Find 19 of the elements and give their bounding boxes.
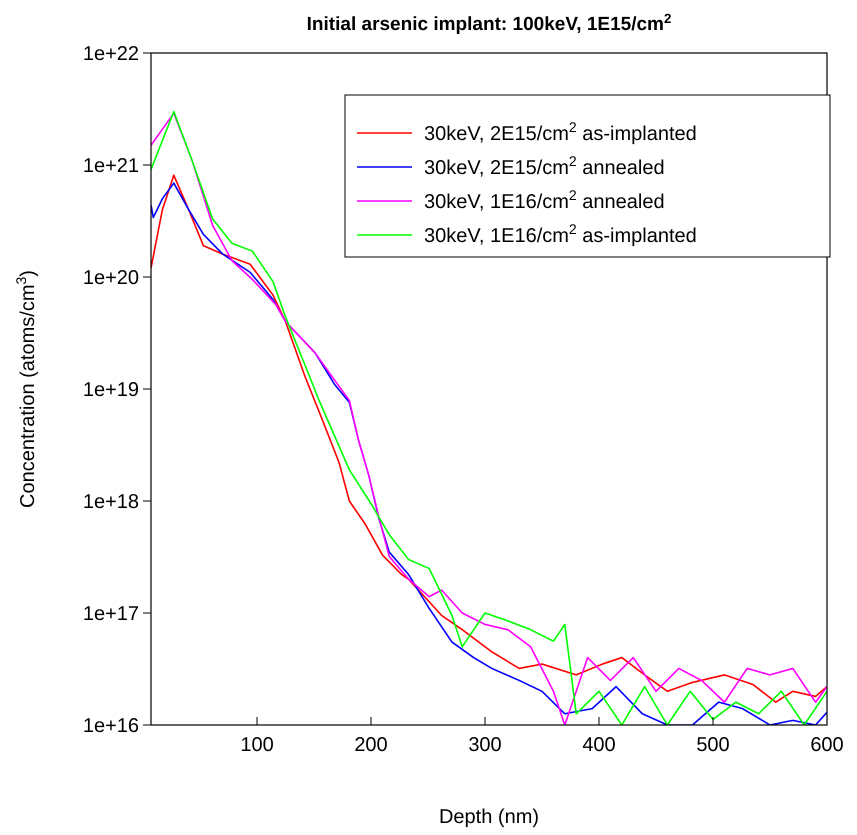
legend-label: 30keV, 1E16/cm$^{2}$ annealed <box>424 187 665 213</box>
y-tick-label: 1e+22 <box>82 43 139 65</box>
legend-label: 30keV, 2E15/cm$^{2}$ annealed <box>424 153 665 179</box>
x-tick-label: 100 <box>240 734 274 756</box>
x-tick-label: 400 <box>582 734 616 756</box>
x-tick-label: 300 <box>468 734 502 756</box>
y-tick-label: 1e+20 <box>82 267 139 289</box>
y-tick-label: 1e+16 <box>82 715 139 737</box>
x-tick-label: 500 <box>696 734 730 756</box>
y-tick-label: 1e+18 <box>82 491 139 513</box>
y-tick-label: 1e+19 <box>82 379 139 401</box>
y-tick-label: 1e+21 <box>82 155 139 177</box>
x-tick-label: 200 <box>354 734 388 756</box>
y-tick-label: 1e+17 <box>82 603 139 625</box>
legend-label: 30keV, 2E15/cm$^{2}$ as-implanted <box>424 119 697 145</box>
legend-label: 30keV, 1E16/cm$^{2}$ as-implanted <box>424 221 697 247</box>
x-axis-title: Depth (nm) <box>438 806 540 828</box>
x-tick-label: 600 <box>810 734 844 756</box>
chart-title: Initial arsenic implant: 100keV, 1E15/cm$^{2}$ <box>306 10 672 35</box>
